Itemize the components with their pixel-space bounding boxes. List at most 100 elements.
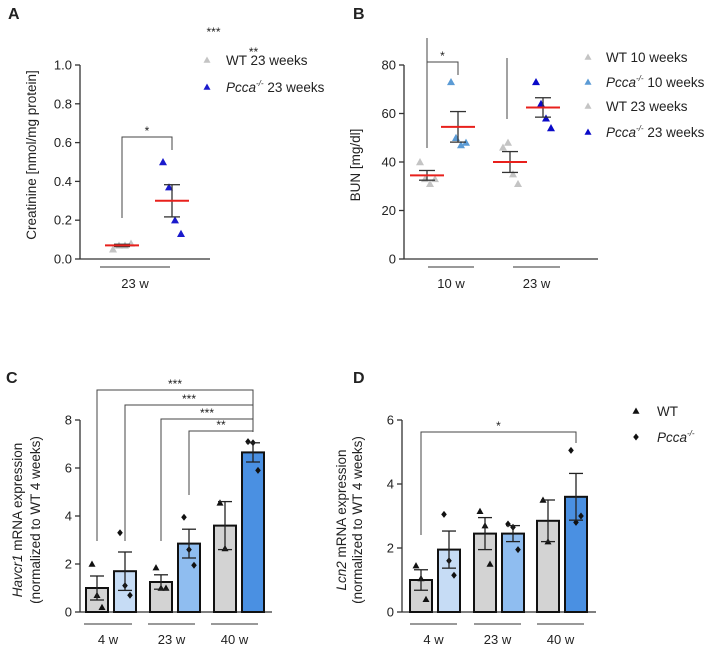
data-point: [426, 179, 434, 188]
significance-bracket: [160, 418, 254, 541]
data-point: [109, 245, 117, 253]
group-label: 4 w: [423, 632, 444, 647]
y-tick-label: 0: [387, 605, 394, 620]
y-tick-label: 80: [382, 58, 396, 73]
group-label: 10 w: [437, 276, 465, 291]
panel-letter: C: [6, 370, 18, 387]
data-point: [422, 595, 430, 602]
data-point: [441, 510, 447, 518]
data-point: [98, 603, 106, 610]
group-label: 23 w: [523, 276, 551, 291]
data-point: [578, 512, 584, 520]
legend-italic: Pcca: [657, 430, 688, 445]
y-axis-label: Lcn2 mRNA expression: [334, 449, 349, 590]
legend-label: Pcca-/- 23 weeks: [226, 79, 325, 95]
panel-d: D 0 2 4 6 Lcn2 mRNA expression (normalized to …: [334, 370, 695, 647]
y-axis-label-text: (normalized to WT 4 weeks): [350, 436, 365, 604]
legend-item: Pcca-/- 10 weeks: [584, 74, 705, 90]
data-point: [499, 143, 507, 151]
legend-italic: Pcca: [606, 75, 637, 90]
legend-superscript: -/-: [636, 74, 644, 83]
data-point: [447, 77, 455, 86]
y-axis-label: Havcr1 mRNA expression: [10, 443, 25, 598]
significance-label: *: [440, 49, 445, 63]
legend-superscript: -/-: [636, 124, 644, 133]
y-axis-label: BUN [mg/dl]: [348, 129, 363, 202]
data-point: [515, 546, 521, 554]
significance-bracket: [188, 430, 254, 495]
y-tick-label: 4: [387, 477, 394, 492]
y-tick-label: 0: [65, 605, 72, 620]
significance-label: ***: [182, 392, 196, 406]
data-point: [573, 518, 579, 526]
y-tick-label: 0: [389, 252, 396, 267]
data-point: [159, 158, 167, 166]
y-tick-label: 2: [65, 557, 72, 572]
y-tick-label: 8: [65, 413, 72, 428]
legend-text: 23 weeks: [264, 80, 325, 95]
data-point: [216, 499, 224, 506]
y-tick-label: 0.4: [54, 174, 72, 189]
significance-label: **: [249, 45, 259, 59]
y-tick-label: 0.6: [54, 135, 72, 150]
data-point: [451, 571, 457, 579]
y-tick-label: 20: [382, 203, 396, 218]
legend-item: Pcca-/-: [633, 429, 695, 445]
legend-label: WT 23 weeks: [606, 99, 688, 114]
legend-superscript: -/-: [256, 79, 264, 88]
data-point: [127, 591, 133, 599]
y-axis-label: (normalized to WT 4 weeks): [28, 436, 43, 604]
data-point: [181, 513, 187, 521]
y-tick-label: 0.8: [54, 96, 72, 111]
legend-marker: [633, 433, 639, 441]
y-tick-label: 0.0: [54, 252, 72, 267]
y-axis-label: (normalized to WT 4 weeks): [350, 436, 365, 604]
y-tick-label: 40: [382, 155, 396, 170]
data-point: [152, 564, 160, 571]
legend-label: Pcca-/- 23 weeks: [606, 124, 705, 140]
panel-letter: A: [8, 6, 20, 23]
bar: [501, 532, 525, 613]
y-tick-label: 6: [65, 461, 72, 476]
legend-italic: Pcca: [606, 125, 637, 140]
data-point: [532, 77, 540, 86]
data-point: [505, 520, 511, 528]
group-label: 40 w: [221, 632, 249, 647]
group-label: 23 w: [484, 632, 512, 647]
significance-label: *: [145, 124, 150, 138]
legend-text: WT 10 weeks: [606, 50, 688, 65]
legend-item: Pcca-/- 23 weeks: [584, 124, 705, 140]
legend-marker: [584, 128, 592, 135]
panel-letter: B: [353, 6, 365, 23]
legend-marker: [584, 78, 592, 85]
group-label: 40 w: [547, 632, 575, 647]
legend-text: WT: [657, 404, 678, 419]
significance-bracket: [121, 136, 173, 218]
data-point: [476, 507, 484, 514]
legend-superscript: -/-: [687, 429, 695, 438]
significance-label: **: [216, 418, 226, 432]
significance-label: ***: [168, 377, 182, 391]
data-point: [486, 560, 494, 567]
legend-label: WT 23 weeks: [226, 53, 308, 68]
data-point: [509, 170, 517, 178]
data-point: [165, 183, 173, 191]
y-axis-label-text: BUN [mg/dl]: [348, 129, 363, 202]
legend-marker: [632, 407, 640, 414]
y-tick-label: 0.2: [54, 213, 72, 228]
significance-label: *: [496, 419, 501, 433]
legend-label: WT 10 weeks: [606, 50, 688, 65]
legend-text: 23 weeks: [644, 125, 705, 140]
legend-item: WT 23 weeks: [203, 53, 308, 68]
legend-text: WT 23 weeks: [606, 99, 688, 114]
legend-item: WT 23 weeks: [584, 99, 688, 114]
group-label: 23 w: [121, 276, 149, 291]
legend-label: Pcca-/-: [657, 429, 695, 445]
legend-item: WT: [632, 404, 678, 419]
data-point: [537, 99, 545, 107]
legend-marker: [203, 56, 211, 63]
data-point: [177, 229, 185, 237]
data-point: [457, 141, 465, 149]
bar: [241, 451, 265, 613]
